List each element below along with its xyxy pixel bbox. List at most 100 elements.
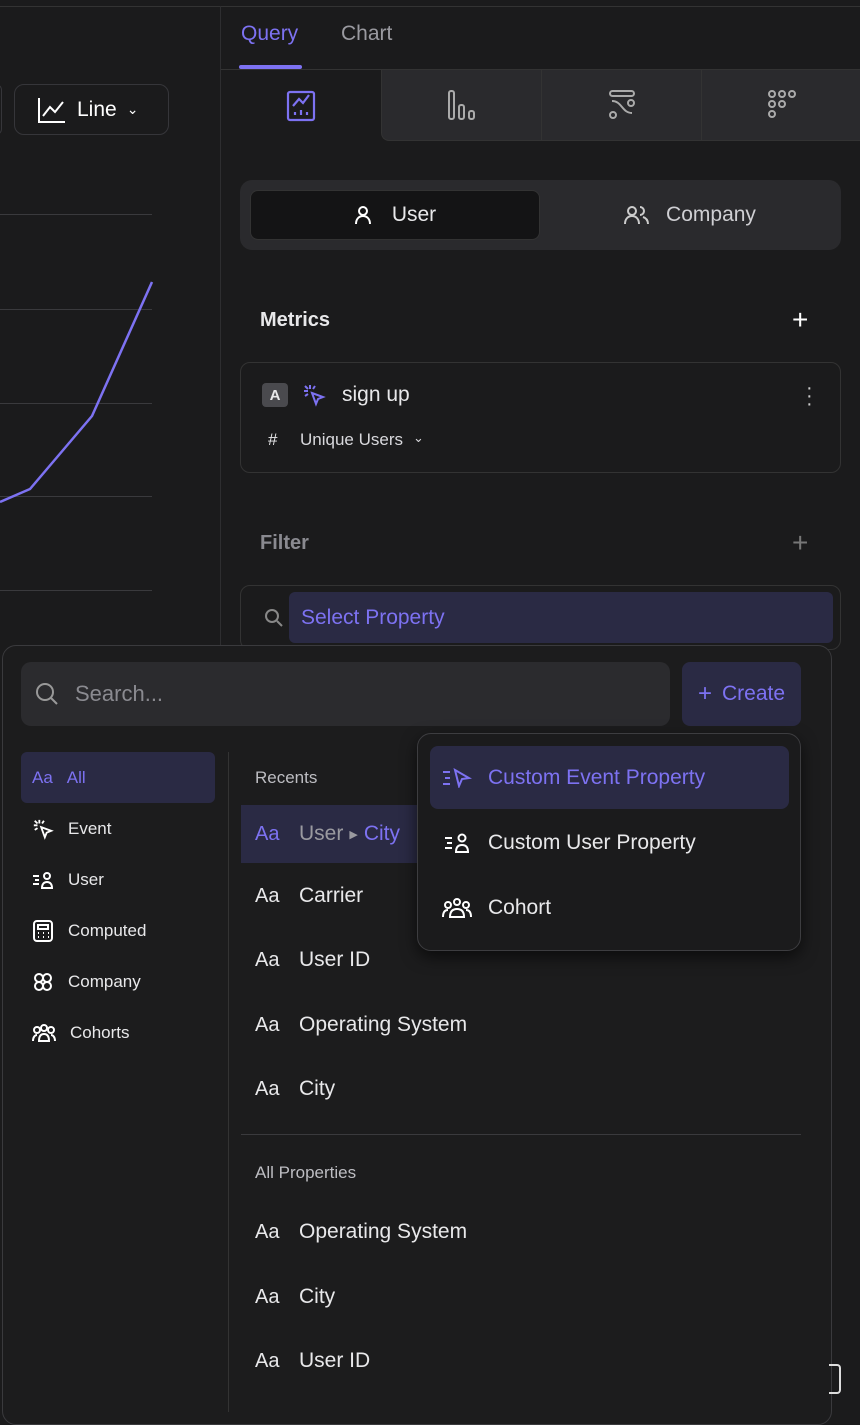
- user-list-icon: [32, 871, 54, 889]
- gridline: [0, 214, 152, 215]
- gridline: [0, 309, 152, 310]
- tab-query[interactable]: Query: [241, 22, 299, 45]
- property-name: User ID: [299, 1349, 371, 1372]
- property-prefix: User: [299, 822, 344, 845]
- menu-item-label: Custom User Property: [488, 830, 696, 854]
- property-item[interactable]: Aa City: [241, 1268, 801, 1326]
- category-event[interactable]: Event: [21, 803, 215, 854]
- aggregation-dropdown[interactable]: Unique Users ⌄: [300, 430, 424, 450]
- search-placeholder: Search...: [75, 681, 164, 706]
- category-all[interactable]: Aa All: [21, 752, 215, 803]
- text-type-icon: Aa: [255, 1013, 280, 1036]
- category-label: Cohorts: [70, 1022, 130, 1042]
- cohort-icon: [32, 1023, 56, 1042]
- company-icon: [32, 971, 54, 993]
- hash-icon: #: [268, 430, 278, 449]
- more-options-icon[interactable]: · · ·: [806, 377, 813, 415]
- category-label: Company: [68, 971, 141, 991]
- property-name: Operating System: [299, 1013, 468, 1036]
- gridline: [0, 403, 152, 404]
- menu-custom-event-property[interactable]: Custom Event Property: [430, 746, 789, 809]
- category-label: User: [68, 869, 104, 889]
- recent-item[interactable]: Aa User ▶ City: [241, 805, 421, 863]
- chevron-down-icon: ⌄: [413, 430, 424, 445]
- event-click-icon: [302, 383, 326, 407]
- chart-type-grid[interactable]: [701, 70, 860, 141]
- user-list-icon: [442, 833, 472, 853]
- entity-company-button[interactable]: Company: [545, 190, 835, 240]
- select-property-input[interactable]: Select Property: [289, 592, 833, 643]
- create-label: Create: [721, 682, 786, 705]
- property-item[interactable]: Aa User ID: [241, 1332, 801, 1390]
- metric-event-name[interactable]: sign up: [342, 383, 410, 406]
- tab-chart[interactable]: Chart: [341, 22, 393, 45]
- text-type-icon: Aa: [255, 1285, 280, 1308]
- text-type-icon: Aa: [255, 1077, 280, 1100]
- text-type-icon: Aa: [255, 1220, 280, 1243]
- calculator-icon: [32, 919, 54, 942]
- chart-type-bar[interactable]: [381, 70, 541, 141]
- chart-type-line[interactable]: [221, 70, 381, 141]
- chart-type-dropdown[interactable]: Line ⌄: [14, 84, 169, 135]
- line-chart-icon: [286, 90, 316, 122]
- sankey-icon: [607, 89, 637, 121]
- category-divider: [228, 752, 229, 1412]
- partial-control: [829, 1364, 841, 1394]
- property-name: City: [299, 1077, 336, 1100]
- recent-item[interactable]: Aa Carrier: [241, 867, 801, 925]
- line-chart-icon: [37, 96, 67, 124]
- recents-title: Recents: [255, 768, 318, 787]
- tab-underline: [239, 65, 302, 69]
- text-type-icon: Aa: [32, 767, 53, 787]
- series-line: [0, 281, 154, 504]
- chart-type-sankey[interactable]: [541, 70, 701, 141]
- text-type-icon: Aa: [255, 884, 280, 907]
- add-metric-button[interactable]: +: [792, 304, 809, 335]
- entity-company-label: Company: [666, 203, 756, 226]
- property-name: User ID: [299, 948, 371, 971]
- category-label: Computed: [68, 920, 147, 940]
- create-button[interactable]: + Create: [682, 662, 801, 726]
- property-name: Operating System: [299, 1220, 468, 1243]
- plus-icon: +: [697, 680, 712, 707]
- chevron-right-icon: ▶: [349, 828, 358, 841]
- tab-border: [221, 69, 860, 70]
- menu-cohort[interactable]: Cohort: [430, 876, 789, 939]
- chart-type-label: Line: [77, 97, 117, 121]
- user-icon: [354, 205, 372, 225]
- category-user[interactable]: User: [21, 854, 215, 905]
- users-icon: [624, 205, 650, 225]
- cohort-icon: [442, 897, 472, 918]
- top-border: [0, 6, 860, 7]
- gridline: [0, 590, 152, 591]
- property-name: City: [363, 822, 400, 845]
- filter-title: Filter: [260, 532, 309, 554]
- recent-item[interactable]: Aa Operating System: [241, 996, 801, 1054]
- category-company[interactable]: Company: [21, 956, 215, 1007]
- aggregation-label: Unique Users: [300, 430, 403, 449]
- property-item[interactable]: Aa Operating System: [241, 1203, 801, 1261]
- property-search-input[interactable]: Search...: [21, 662, 670, 726]
- section-divider: [241, 1134, 801, 1135]
- metric-card[interactable]: [240, 362, 841, 473]
- custom-event-icon: [442, 767, 472, 788]
- gridline: [0, 496, 152, 497]
- text-type-icon: Aa: [255, 822, 280, 845]
- text-type-icon: Aa: [255, 1349, 280, 1372]
- add-filter-button[interactable]: +: [792, 527, 809, 558]
- metric-badge: A: [262, 383, 288, 407]
- entity-user-button[interactable]: User: [250, 190, 540, 240]
- grid-dots-icon: [767, 89, 797, 121]
- category-computed[interactable]: Computed: [21, 905, 215, 956]
- category-label: All: [66, 767, 86, 787]
- event-click-icon: [32, 818, 54, 840]
- recent-item[interactable]: Aa User ID: [241, 931, 801, 989]
- category-label: Event: [68, 818, 112, 838]
- menu-custom-user-property[interactable]: Custom User Property: [430, 811, 789, 874]
- toolbar-button-partial[interactable]: [0, 84, 2, 135]
- menu-item-label: Cohort: [488, 895, 552, 919]
- recent-item[interactable]: Aa City: [241, 1060, 801, 1118]
- chevron-down-icon: ⌄: [126, 101, 139, 117]
- text-type-icon: Aa: [255, 948, 280, 971]
- category-cohorts[interactable]: Cohorts: [21, 1007, 215, 1058]
